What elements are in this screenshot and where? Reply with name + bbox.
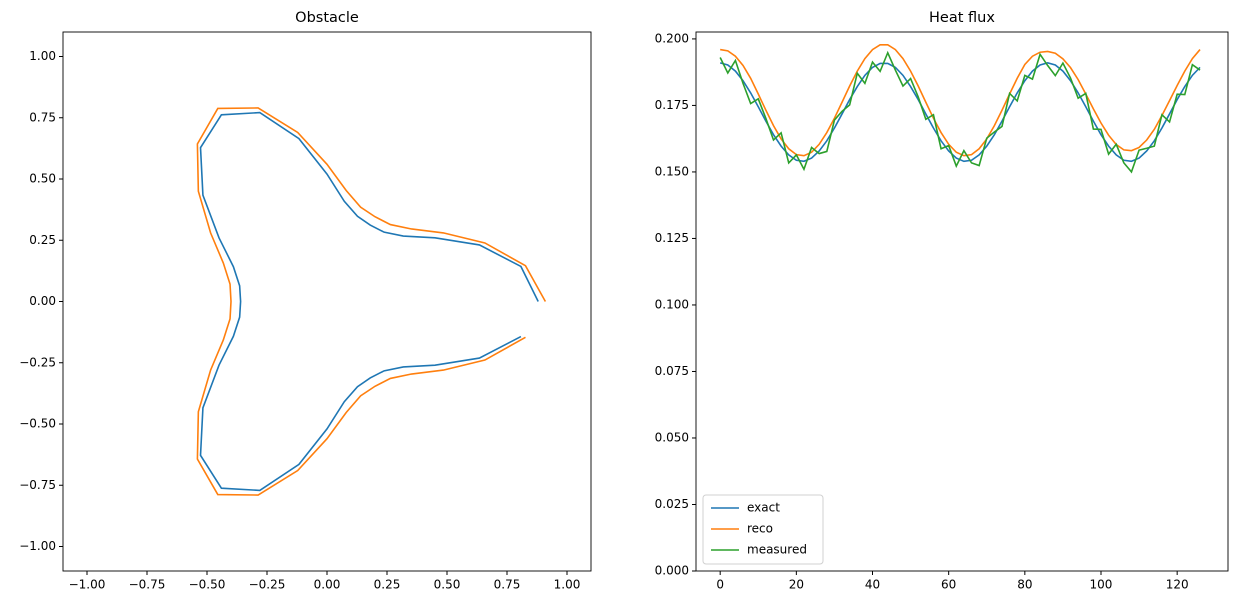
x-tick-label: 80	[1017, 578, 1032, 592]
y-tick-label: 1.00	[29, 49, 56, 63]
x-tick-label: 0.75	[494, 578, 521, 592]
x-tick-label: −1.00	[69, 578, 106, 592]
x-tick-label: 20	[789, 578, 804, 592]
y-tick-label: 0.050	[655, 430, 689, 444]
x-tick-label: 0.25	[374, 578, 401, 592]
legend-label: reco	[747, 522, 773, 536]
plot-frame	[62, 31, 592, 572]
series-line	[719, 50, 1201, 174]
legend-label: measured	[747, 543, 807, 557]
series-line	[719, 62, 1201, 163]
y-tick-label: 0.75	[29, 110, 56, 124]
y-tick-label: −0.25	[19, 355, 56, 369]
x-tick-label: −0.75	[129, 578, 166, 592]
series-line	[196, 107, 547, 496]
y-tick-label: 0.100	[655, 297, 689, 311]
x-tick-label: 1.00	[554, 578, 581, 592]
x-tick-label: 120	[1166, 578, 1189, 592]
legend-box	[702, 494, 824, 565]
x-tick-label: 0	[716, 578, 724, 592]
y-tick-label: 0.075	[655, 364, 689, 378]
series-line	[720, 43, 1201, 157]
y-tick-label: 0.200	[655, 31, 689, 45]
y-tick-label: 0.150	[655, 164, 689, 178]
y-tick-label: 0.00	[29, 294, 56, 308]
x-tick-label: 60	[941, 578, 956, 592]
y-tick-label: 0.175	[655, 98, 689, 112]
x-tick-label: 100	[1090, 578, 1113, 592]
y-tick-label: −0.75	[19, 478, 56, 492]
x-tick-label: 0.50	[434, 578, 461, 592]
chart-title: Heat flux	[929, 10, 995, 26]
plot-frame	[695, 31, 1229, 572]
series-line	[199, 111, 539, 492]
chart-title: Obstacle	[295, 10, 359, 26]
x-tick-label: −0.50	[189, 578, 226, 592]
y-tick-label: 0.25	[29, 233, 56, 247]
x-tick-label: 0.00	[314, 578, 341, 592]
y-tick-label: 0.125	[655, 231, 689, 245]
y-tick-label: −1.00	[19, 539, 56, 553]
x-tick-label: −0.25	[249, 578, 286, 592]
y-tick-label: 0.000	[655, 564, 689, 578]
x-tick-label: 40	[865, 578, 880, 592]
y-tick-label: −0.50	[19, 417, 56, 431]
y-tick-label: 0.50	[29, 172, 56, 186]
legend-label: exact	[747, 501, 780, 515]
y-tick-label: 0.025	[655, 497, 689, 511]
